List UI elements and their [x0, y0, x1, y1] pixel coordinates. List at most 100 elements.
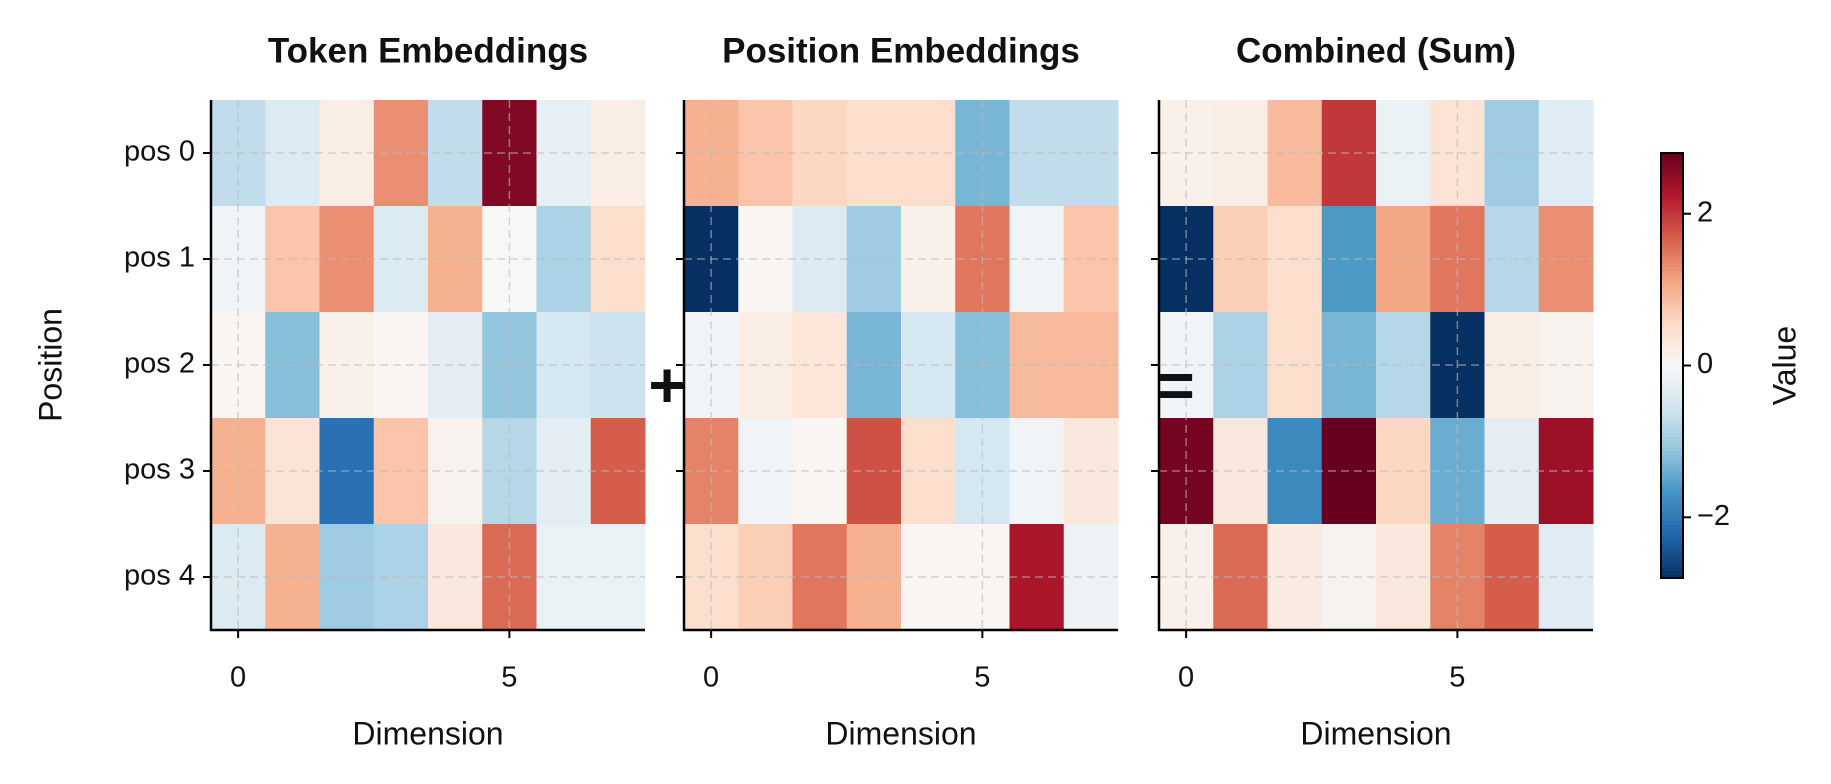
colorbar-segment: [1661, 216, 1683, 221]
colorbar-segment: [1661, 188, 1683, 193]
colorbar-segment: [1661, 549, 1683, 554]
colorbar-segment: [1661, 273, 1683, 278]
colorbar-tick-label: −2: [1697, 500, 1730, 532]
colorbar-segment: [1661, 209, 1683, 214]
colorbar-segment: [1661, 503, 1683, 508]
colorbar-segment: [1661, 514, 1683, 519]
colorbar-segment: [1661, 411, 1683, 416]
colorbar-segment: [1661, 294, 1683, 299]
colorbar-segment: [1661, 167, 1683, 172]
colorbar-segment: [1661, 450, 1683, 455]
colorbar-segment: [1661, 238, 1683, 243]
colorbar-segment: [1661, 528, 1683, 533]
colorbar-segment: [1661, 323, 1683, 328]
colorbar-segment: [1661, 432, 1683, 437]
colorbar-segment: [1661, 361, 1683, 366]
colorbar-segment: [1661, 315, 1683, 320]
colorbar-segment: [1661, 404, 1683, 409]
colorbar-segment: [1661, 485, 1683, 490]
colorbar-segment: [1661, 223, 1683, 228]
colorbar-segment: [1661, 425, 1683, 430]
colorbar-segment: [1661, 379, 1683, 384]
colorbar-segment: [1661, 248, 1683, 253]
colorbar-segment: [1661, 408, 1683, 413]
colorbar-segment: [1661, 319, 1683, 324]
colorbar-segment: [1661, 563, 1683, 568]
colorbar-segment: [1661, 255, 1683, 260]
colorbar-segment: [1661, 227, 1683, 232]
colorbar-segment: [1661, 436, 1683, 441]
colorbar-segment: [1661, 291, 1683, 296]
colorbar-segment: [1661, 535, 1683, 540]
colorbar-segment: [1661, 400, 1683, 405]
colorbar-segment: [1661, 287, 1683, 292]
operator: =: [1157, 349, 1194, 421]
colorbar-segment: [1661, 298, 1683, 303]
operator: +: [648, 349, 685, 421]
x-tick-label: 5: [1449, 662, 1465, 694]
colorbar-segment: [1661, 415, 1683, 420]
colorbar-segment: [1661, 524, 1683, 529]
colorbar-segment: [1661, 546, 1683, 551]
colorbar-segment: [1661, 454, 1683, 459]
colorbar-segment: [1661, 312, 1683, 317]
colorbar-segment: [1661, 418, 1683, 423]
colorbar-segment: [1661, 252, 1683, 257]
colorbar-segment: [1661, 422, 1683, 427]
colorbar-segment: [1661, 521, 1683, 526]
colorbar-segment: [1661, 202, 1683, 207]
chart-title: Token Embeddings: [268, 31, 588, 70]
colorbar-segment: [1661, 347, 1683, 352]
colorbar-segment: [1661, 446, 1683, 451]
y-tick-label: pos 4: [124, 560, 195, 592]
colorbar-segment: [1661, 489, 1683, 494]
colorbar-segment: [1661, 230, 1683, 235]
colorbar-segment: [1661, 482, 1683, 487]
colorbar-segment: [1661, 269, 1683, 274]
colorbar-segment: [1661, 369, 1683, 374]
colorbar-segment: [1661, 478, 1683, 483]
colorbar-segment: [1661, 333, 1683, 338]
x-axis-label: Dimension: [352, 715, 503, 751]
colorbar-segment: [1661, 517, 1683, 522]
y-tick-label: pos 3: [124, 454, 195, 486]
colorbar-segment: [1661, 507, 1683, 512]
colorbar-segment: [1661, 560, 1683, 565]
colorbar-segment: [1661, 156, 1683, 161]
colorbar-segment: [1661, 365, 1683, 370]
colorbar-segment: [1661, 372, 1683, 377]
colorbar-segment: [1661, 191, 1683, 196]
colorbar-segment: [1661, 308, 1683, 313]
x-tick-label: 0: [1178, 662, 1194, 694]
colorbar-segment: [1661, 471, 1683, 476]
colorbar-segment: [1661, 305, 1683, 310]
colorbar-segment: [1661, 439, 1683, 444]
colorbar-segment: [1661, 493, 1683, 498]
colorbar-segment: [1661, 241, 1683, 246]
colorbar-segment: [1661, 556, 1683, 561]
x-axis-label: Dimension: [1300, 715, 1451, 751]
colorbar-segment: [1661, 213, 1683, 218]
colorbar-segment: [1661, 259, 1683, 264]
x-tick-label: 5: [974, 662, 990, 694]
colorbar-segment: [1661, 457, 1683, 462]
x-tick-label: 5: [501, 662, 517, 694]
colorbar-segment: [1661, 376, 1683, 381]
colorbar-segment: [1661, 542, 1683, 547]
colorbar-segment: [1661, 160, 1683, 165]
colorbar-segment: [1661, 358, 1683, 363]
colorbar-segment: [1661, 510, 1683, 515]
x-axis-label: Dimension: [825, 715, 976, 751]
colorbar-segment: [1661, 443, 1683, 448]
colorbar-tick-label: 2: [1697, 196, 1713, 228]
colorbar-segment: [1661, 496, 1683, 501]
colorbar-segment: [1661, 475, 1683, 480]
colorbar-segment: [1661, 468, 1683, 473]
colorbar-segment: [1661, 153, 1683, 158]
colorbar-segment: [1661, 570, 1683, 575]
colorbar-segment: [1661, 301, 1683, 306]
colorbar-segment: [1661, 351, 1683, 356]
colorbar-segment: [1661, 386, 1683, 391]
colorbar-segment: [1661, 344, 1683, 349]
colorbar-segment: [1661, 429, 1683, 434]
